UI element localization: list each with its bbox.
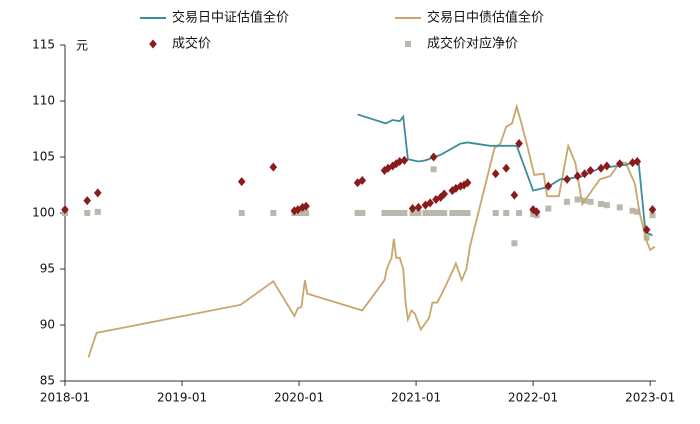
data-point [84, 210, 91, 216]
data-point [298, 202, 307, 212]
data-point [290, 206, 299, 216]
data-point [648, 205, 657, 215]
data-point [294, 205, 302, 215]
data-point [389, 210, 396, 216]
data-point [302, 201, 310, 211]
x-tick-label: 2021-01 [391, 391, 441, 405]
legend-label: 成交价对应净价 [427, 36, 518, 52]
data-point [544, 181, 553, 191]
data-point [573, 171, 582, 181]
data-point [642, 225, 651, 235]
data-point [633, 156, 642, 166]
data-point [393, 210, 400, 216]
y-tick-label: 100 [32, 206, 55, 220]
data-point [238, 210, 245, 216]
data-point [457, 210, 464, 216]
data-point [532, 207, 541, 217]
data-point [385, 210, 392, 216]
data-point [603, 161, 611, 171]
legend-label: 成交价 [172, 36, 211, 52]
data-point [359, 210, 366, 216]
data-point [440, 189, 448, 199]
data-point [597, 201, 604, 208]
data-point [432, 210, 439, 216]
data-point [408, 204, 417, 214]
x-tick-label: 2023-01 [625, 391, 675, 405]
data-point [464, 210, 471, 216]
data-point [510, 190, 519, 200]
data-point [441, 210, 448, 216]
legend-swatch [405, 41, 411, 47]
data-point [396, 210, 403, 216]
data-point [427, 210, 434, 216]
x-tick-label: 2019-01 [157, 391, 207, 405]
data-point [303, 210, 310, 216]
data-point [270, 210, 277, 216]
data-point [511, 240, 518, 247]
data-point [449, 210, 456, 216]
data-point [503, 210, 510, 216]
y-tick-label: 85 [40, 374, 55, 388]
x-tick-label: 2020-01 [274, 391, 324, 405]
data-point [400, 155, 409, 165]
data-point [603, 202, 610, 209]
data-point [353, 178, 362, 188]
data-point [452, 210, 459, 216]
data-point [491, 169, 500, 179]
y-axis-unit: 元 [76, 39, 88, 53]
data-point [93, 188, 102, 198]
data-point [426, 198, 434, 208]
data-point [634, 208, 641, 215]
data-point [616, 204, 623, 211]
data-point [415, 210, 422, 216]
data-point [61, 205, 69, 215]
data-point [401, 210, 408, 216]
y-tick-label: 110 [32, 94, 55, 108]
y-tick-label: 90 [40, 318, 55, 332]
data-point [649, 212, 656, 219]
data-point [437, 210, 444, 216]
data-point [94, 208, 101, 215]
data-point [502, 163, 511, 173]
data-point [615, 159, 624, 169]
x-tick-label: 2018-01 [40, 391, 90, 405]
y-tick-label: 115 [32, 38, 55, 52]
data-point [358, 176, 367, 186]
data-point [461, 210, 468, 216]
x-tick-label: 2022-01 [508, 391, 558, 405]
legend-label: 交易日中证估值全价 [172, 10, 289, 26]
data-point [381, 210, 388, 216]
data-point [586, 165, 595, 175]
legend-label: 交易日中债估值全价 [427, 10, 544, 26]
data-line [357, 113, 653, 237]
data-point [587, 198, 594, 205]
data-point [545, 205, 552, 212]
data-point [515, 139, 523, 149]
data-point [597, 163, 605, 173]
data-point [429, 152, 438, 162]
data-point [299, 210, 306, 216]
data-point [564, 198, 571, 205]
data-point [463, 178, 472, 188]
data-point [516, 210, 523, 216]
data-point [563, 174, 571, 184]
data-point [492, 210, 499, 216]
data-point [580, 169, 589, 179]
legend-swatch [149, 39, 157, 49]
data-point [430, 166, 437, 173]
data-point [83, 196, 92, 206]
data-point [421, 200, 430, 210]
data-point [574, 196, 581, 203]
data-point [422, 210, 429, 216]
data-point [629, 207, 636, 214]
y-tick-label: 105 [32, 150, 55, 164]
y-tick-label: 95 [40, 262, 55, 276]
data-point [237, 177, 246, 187]
data-point [414, 202, 423, 212]
data-line [87, 103, 656, 358]
data-point [269, 162, 278, 172]
data-point [354, 210, 361, 216]
